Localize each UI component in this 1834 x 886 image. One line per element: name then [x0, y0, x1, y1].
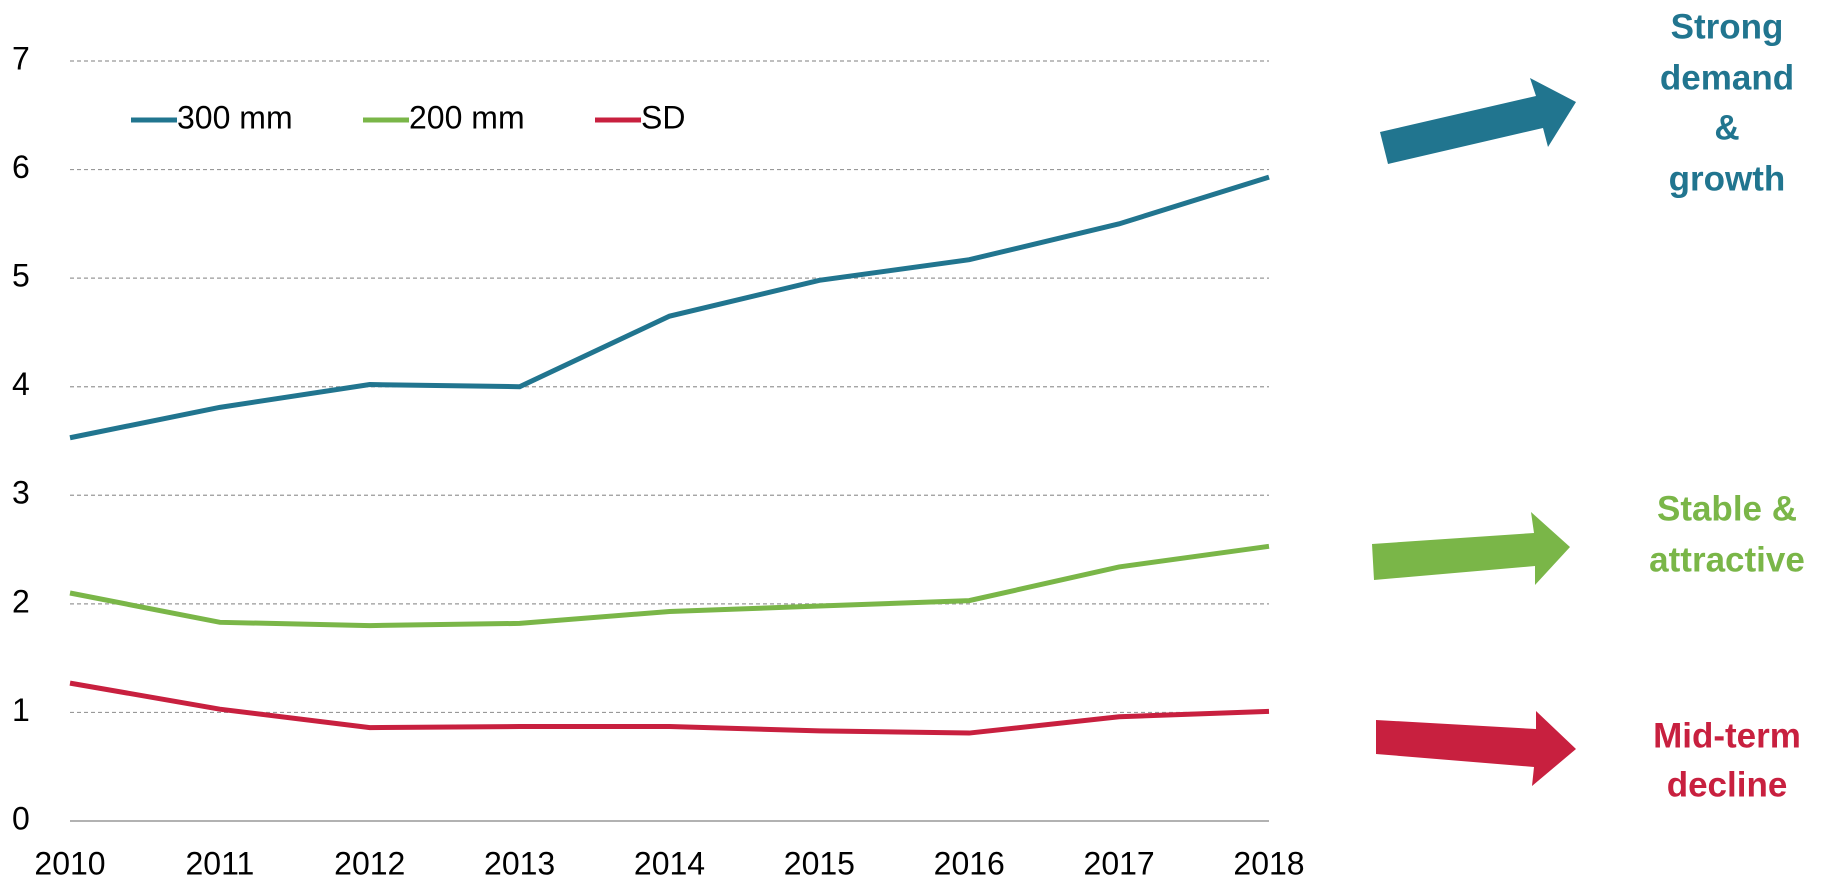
x-tick-label: 2018: [1233, 845, 1304, 881]
x-tick-label: 2016: [934, 845, 1005, 881]
x-tick-label: 2017: [1084, 845, 1155, 881]
x-tick-label: 2014: [634, 845, 705, 881]
series-line: [69, 543, 1270, 629]
annotation: growth: [1669, 159, 1786, 198]
x-tick-label: 2015: [784, 845, 855, 881]
legend-label: 300 mm: [177, 99, 293, 135]
annotation: decline: [1667, 765, 1788, 804]
x-tick-label: 2013: [484, 845, 555, 881]
x-tick-label: 2011: [185, 845, 254, 881]
y-tick-label: 7: [12, 40, 30, 76]
y-tick-label: 3: [12, 475, 30, 511]
series-line: [69, 174, 1270, 441]
arrow-right: [1372, 512, 1570, 585]
y-tick-label: 6: [12, 149, 30, 185]
arrow-up: [1380, 78, 1576, 164]
series-line: [69, 680, 1270, 736]
y-tick-label: 5: [12, 258, 30, 294]
legend-label: 200 mm: [409, 99, 525, 135]
arrow-down: [1376, 711, 1576, 786]
annotation: Strong: [1671, 7, 1784, 46]
annotation: &: [1714, 108, 1739, 147]
annotation: Mid-term: [1653, 716, 1801, 755]
annotation: attractive: [1649, 540, 1805, 579]
annotation: demand: [1660, 58, 1794, 97]
y-tick-label: 2: [12, 583, 30, 619]
annotation: Stable &: [1657, 489, 1797, 528]
x-tick-label: 2012: [334, 845, 405, 881]
y-tick-label: 4: [12, 366, 30, 402]
y-tick-label: 1: [12, 692, 30, 728]
legend-label: SD: [641, 99, 685, 135]
y-tick-label: 0: [12, 800, 30, 836]
x-tick-label: 2010: [34, 845, 105, 881]
